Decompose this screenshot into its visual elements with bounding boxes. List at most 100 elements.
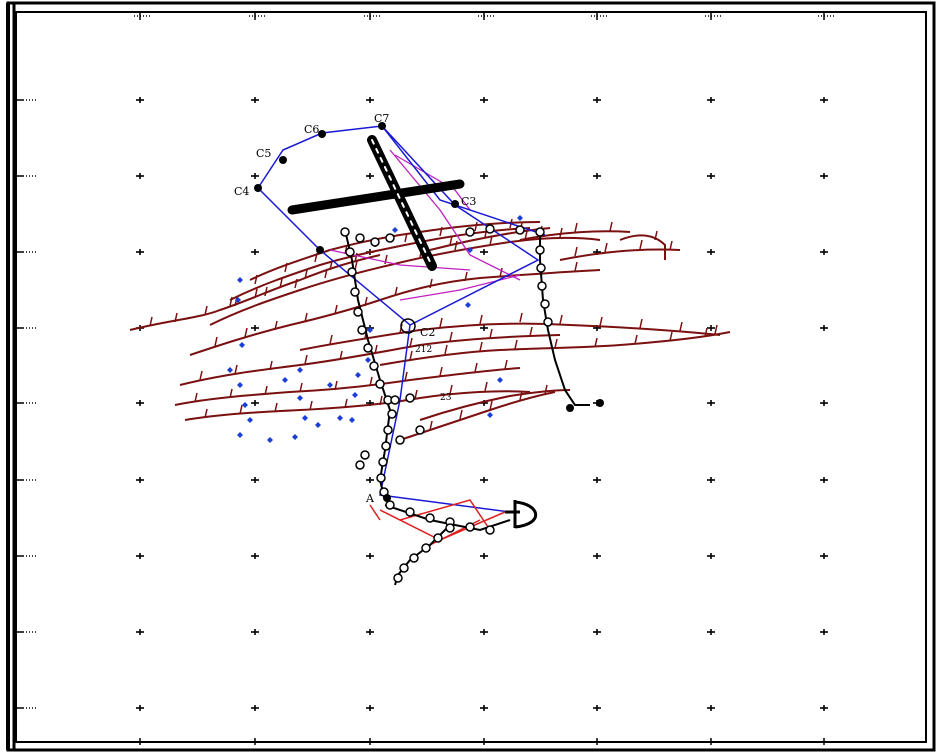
traverse-station	[355, 460, 365, 470]
survey-point	[487, 412, 493, 418]
survey-point	[237, 382, 243, 388]
hachure-mark	[639, 318, 643, 329]
grid-tick-icon	[480, 477, 488, 483]
hachure-mark	[654, 230, 658, 241]
hachure-mark	[379, 395, 383, 406]
hachure-mark	[464, 271, 468, 282]
grid-tick-icon	[820, 173, 828, 179]
hachure-mark	[599, 316, 603, 327]
hachure-mark	[264, 286, 268, 297]
hachure-mark	[714, 324, 718, 335]
grid-tick-icon	[707, 325, 715, 331]
traverse-station	[399, 563, 409, 573]
traverse-station	[421, 543, 431, 553]
grid-tick-icon	[251, 249, 259, 255]
hachure-mark	[474, 221, 478, 232]
hachure-mark	[329, 334, 333, 345]
grid-tick-icon	[707, 705, 715, 711]
hachure-mark	[364, 296, 368, 307]
hachure-mark	[559, 227, 563, 238]
grid-tick-icon	[251, 553, 259, 559]
grid-tick-icon	[366, 477, 374, 483]
hachure-mark	[479, 314, 483, 325]
hachure-mark	[454, 240, 458, 251]
grid-tick-icon	[251, 629, 259, 635]
map-frame	[6, 1, 936, 752]
control-point-icon	[316, 246, 324, 254]
survey-marker-icon	[400, 318, 416, 334]
survey-point	[315, 422, 321, 428]
frame-tick	[705, 738, 721, 745]
hachure-mark	[559, 314, 563, 325]
hachure-mark	[499, 267, 503, 278]
hachure-mark	[404, 371, 408, 382]
survey-point	[392, 227, 398, 233]
grid-tick-icon	[136, 553, 144, 559]
grid-tick-icon	[366, 97, 374, 103]
hachure-mark	[609, 221, 613, 232]
survey-point	[365, 357, 371, 363]
hachure-mark	[149, 316, 153, 327]
frame-tick	[591, 738, 607, 745]
hachure-mark	[489, 400, 493, 411]
hachure-mark	[444, 344, 448, 355]
hachure-mark	[544, 384, 548, 395]
traverse-station	[393, 573, 403, 583]
hachure-mark	[274, 402, 278, 413]
traverse-station	[345, 247, 355, 257]
hachure-mark	[304, 354, 308, 365]
hachure-mark	[574, 261, 578, 272]
grid-tick-icon	[707, 400, 715, 406]
grid-tick-icon	[251, 97, 259, 103]
survey-point	[239, 342, 245, 348]
grid-tick-icon	[820, 629, 828, 635]
frame-tick	[818, 738, 834, 745]
frame-tick	[591, 12, 607, 20]
hachure-mark	[484, 381, 488, 392]
hachure-mark	[334, 380, 338, 391]
grid-tick-icon	[136, 173, 144, 179]
hachure-mark	[374, 344, 378, 355]
grid-tick-icon	[480, 553, 488, 559]
control-points	[254, 122, 604, 502]
traverse-station	[537, 281, 547, 291]
hachure-mark	[574, 222, 578, 233]
grid-tick-icon	[820, 325, 828, 331]
frame-tick	[134, 738, 150, 745]
frame-tick	[249, 12, 265, 20]
hachure-mark	[339, 350, 343, 361]
traverse-station	[535, 227, 545, 237]
traverse-station	[395, 435, 405, 445]
hachure-mark	[479, 341, 483, 352]
grid-tick-icon	[366, 705, 374, 711]
traverse-chain	[344, 229, 590, 586]
grid-tick-icon	[707, 477, 715, 483]
hachure-mark	[284, 262, 288, 273]
traverse-station	[383, 425, 393, 435]
frame-tick	[364, 12, 380, 20]
survey-point	[297, 395, 303, 401]
grid-tick-icon	[251, 705, 259, 711]
hachure-mark	[394, 286, 398, 297]
hachure-mark	[304, 312, 308, 323]
control-point-icon	[596, 399, 604, 407]
hachure-mark	[429, 278, 433, 289]
survey-point	[327, 382, 333, 388]
hachure-mark	[679, 321, 683, 332]
traverse-station	[363, 343, 373, 353]
hachure-mark	[404, 232, 408, 243]
hachure-mark	[354, 260, 358, 271]
hachure-mark	[439, 366, 443, 377]
frame-tick	[705, 12, 721, 20]
survey-point	[302, 415, 308, 421]
traverse-station-group	[340, 224, 553, 583]
grid-cross-group	[136, 97, 828, 711]
hachure-mark	[264, 385, 268, 396]
label-c4: C4	[234, 185, 249, 198]
hachure-mark	[519, 312, 523, 323]
grid-tick-icon	[707, 629, 715, 635]
traverse-station	[409, 553, 419, 563]
traverse-station	[405, 507, 415, 517]
traverse-station	[376, 473, 386, 483]
